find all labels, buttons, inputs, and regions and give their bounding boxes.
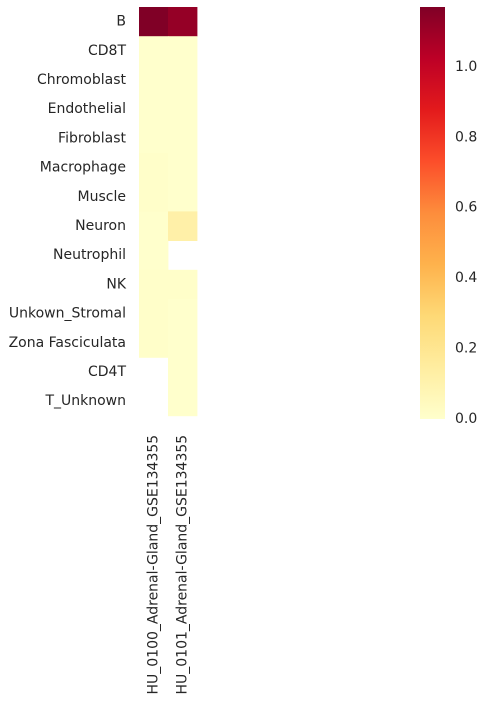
row-label: T_Unknown <box>44 393 126 409</box>
colorbar-tick-label: 0.4 <box>455 270 477 286</box>
column-label: HU_0101_Adrenal-Gland_GSE134355 <box>175 435 191 695</box>
colorbar: 0.0 0.2 0.4 0.6 0.8 1.0 <box>420 7 477 427</box>
heatmap-cell <box>168 182 198 212</box>
colorbar-tick-label: 0.6 <box>455 200 477 216</box>
colorbar-tick-label: 0.0 <box>455 411 477 427</box>
column-label: HU_0100_Adrenal-Gland_GSE134355 <box>146 435 162 695</box>
heatmap-cell <box>168 94 198 125</box>
heatmap-cell <box>168 269 198 300</box>
heatmap-cell <box>168 65 198 95</box>
heatmap-cell <box>168 299 198 329</box>
row-label: Unkown_Stromal <box>9 306 126 322</box>
row-label: Zona Fasciculata <box>9 335 126 351</box>
colorbar-ticks: 0.0 0.2 0.4 0.6 0.8 1.0 <box>455 59 477 427</box>
heatmap-cell <box>139 153 169 183</box>
row-label: CD8T <box>88 43 126 59</box>
heatmap-cell <box>168 123 198 154</box>
colorbar-gradient <box>420 7 445 419</box>
heatmap-cell <box>139 65 169 95</box>
heatmap-cells <box>139 7 198 417</box>
heatmap-cell <box>168 357 198 387</box>
heatmap-cell <box>168 211 198 241</box>
heatmap-cell <box>168 153 198 183</box>
row-label: Endothelial <box>48 101 126 117</box>
row-label: Fibroblast <box>58 130 126 146</box>
heatmap-cell <box>139 36 169 66</box>
row-label: CD4T <box>88 364 126 380</box>
heatmap-cell <box>139 7 169 37</box>
colorbar-tick-label: 1.0 <box>455 59 477 75</box>
heatmap-cell <box>168 386 198 417</box>
row-label: Neuron <box>75 218 126 234</box>
row-label: Neutrophil <box>53 247 126 263</box>
colorbar-tick-label: 0.8 <box>455 129 477 145</box>
heatmap-cell <box>168 36 198 66</box>
heatmap-cell <box>168 328 198 358</box>
heatmap-cell <box>139 328 169 358</box>
row-label: Muscle <box>78 189 126 205</box>
colorbar-tick-label: 0.2 <box>455 341 477 357</box>
heatmap-cell <box>139 211 169 241</box>
heatmap-cell <box>139 182 169 212</box>
row-label: Chromoblast <box>37 72 127 88</box>
heatmap-cell <box>139 94 169 125</box>
row-labels: B CD8T Chromoblast Endothelial Fibroblast Mac… <box>9 14 127 410</box>
row-label: NK <box>106 276 126 292</box>
heatmap-cell <box>168 7 198 37</box>
row-label: Macrophage <box>40 160 126 176</box>
heatmap-cell <box>139 240 169 271</box>
column-labels: HU_0100_Adrenal-Gland_GSE134355 HU_0101_A… <box>146 435 191 695</box>
heatmap-cell <box>139 123 169 154</box>
row-label: B <box>116 14 126 30</box>
heatmap-cell <box>139 299 169 329</box>
heatmap-cell <box>139 269 169 300</box>
